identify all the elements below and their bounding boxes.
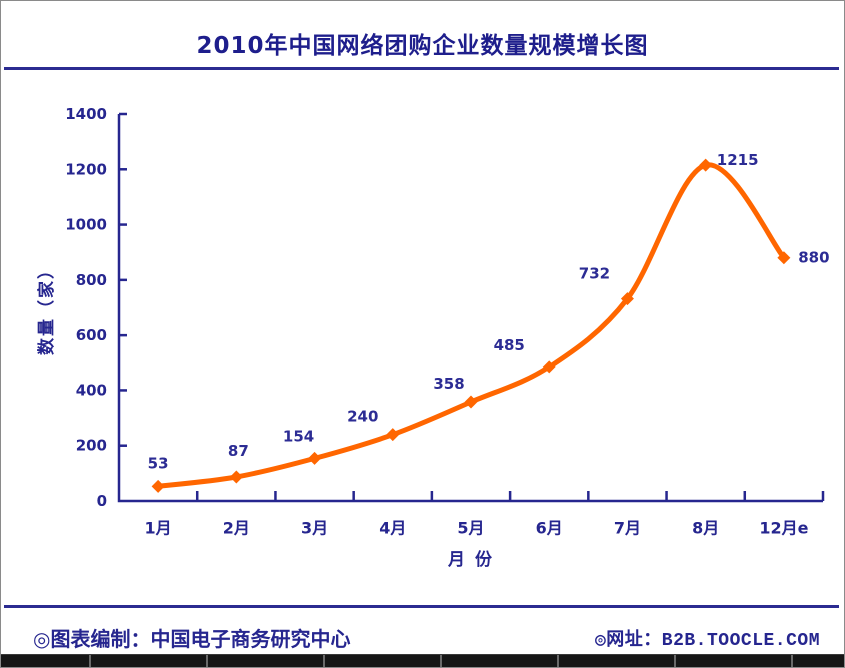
x-category-label: 3月 [301, 519, 328, 538]
footer-credit-text: ◎图表编制：中国电子商务研究中心 [33, 627, 351, 651]
data-point-label: 485 [494, 336, 525, 354]
data-point-label: 1215 [717, 151, 759, 169]
data-point-label: 358 [433, 375, 464, 393]
footer-separator-line [4, 605, 839, 608]
y-tick-label: 1000 [65, 216, 107, 234]
data-point-label: 53 [148, 454, 169, 472]
footer-bar: ◎图表编制：中国电子商务研究中心 ◎网址：B2B.TOOCLE.COM [33, 623, 820, 652]
axis-lines [117, 114, 823, 503]
data-point-label: 240 [347, 408, 378, 426]
x-category-label: 4月 [379, 519, 406, 538]
data-point-label: 732 [579, 265, 610, 283]
data-point-marker [229, 470, 243, 484]
data-point-marker [620, 292, 634, 306]
x-category-label: 5月 [457, 519, 484, 538]
data-point-marker [542, 360, 556, 374]
title-separator-line [4, 67, 839, 70]
y-tick-label: 200 [76, 437, 107, 455]
data-point-label: 87 [228, 442, 249, 460]
data-point-marker [699, 158, 713, 172]
data-point-marker [386, 428, 400, 442]
y-tick-label: 400 [76, 381, 107, 399]
y-tick-label: 1200 [65, 160, 107, 178]
data-point-marker [464, 395, 478, 409]
data-point-label: 880 [798, 249, 829, 267]
x-axis-title: 月 份 [447, 549, 494, 570]
cropped-bottom-strip [1, 654, 844, 667]
y-tick-label: 800 [76, 271, 107, 289]
chart-title: 2010年中国网络团购企业数量规模增长图 [196, 33, 649, 59]
data-point-marker [308, 451, 322, 465]
footer-website-text: ◎网址：B2B.TOOCLE.COM [594, 630, 820, 651]
y-tick-label: 0 [97, 492, 107, 510]
chart-svg: 0 200 400 600 800 1000 1200 1400 1月 2月 3月 4月 5月 6月 7月 8… [36, 105, 830, 570]
y-tick-label: 1400 [65, 105, 107, 123]
series-line [155, 162, 787, 489]
y-axis-title: 数量（家） [36, 260, 57, 355]
x-category-label: 8月 [692, 519, 719, 538]
x-category-label: 7月 [614, 519, 641, 538]
data-point-marker [777, 251, 791, 265]
x-category-label: 12月e [759, 519, 808, 538]
y-tick-label: 600 [76, 326, 107, 344]
data-point-label: 154 [283, 427, 314, 445]
x-category-label: 1月 [145, 519, 172, 538]
x-category-label: 6月 [536, 519, 563, 538]
x-category-label: 2月 [223, 519, 250, 538]
data-point-marker [151, 479, 165, 493]
